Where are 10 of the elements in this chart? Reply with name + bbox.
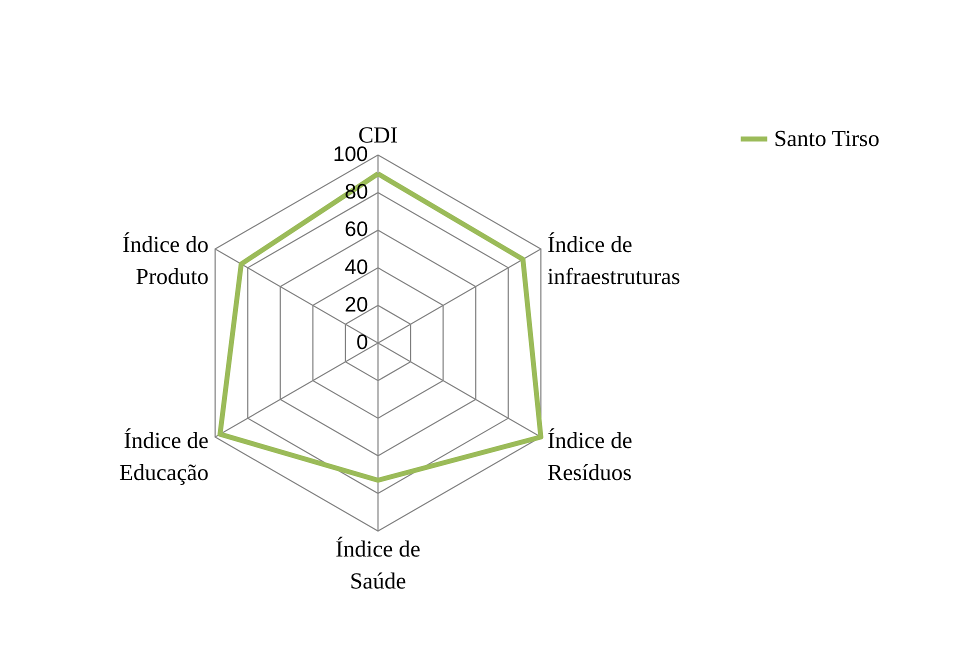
y-tick-label: 60 (344, 218, 368, 242)
spoke-label: Índice de Resíduos (547, 428, 632, 485)
spoke-label: Índice de Saúde (336, 536, 420, 594)
spoke-label: Índice do Produto (122, 232, 209, 290)
legend-label: Santo Tirso (774, 126, 880, 151)
y-tick-label: 0 (356, 331, 368, 354)
y-tick-label: 40 (344, 256, 368, 279)
spoke-label: Índice de infraestruturas (547, 232, 680, 290)
spoke-label: Índice de Educação (119, 428, 209, 485)
y-tick-label: 20 (344, 293, 368, 316)
